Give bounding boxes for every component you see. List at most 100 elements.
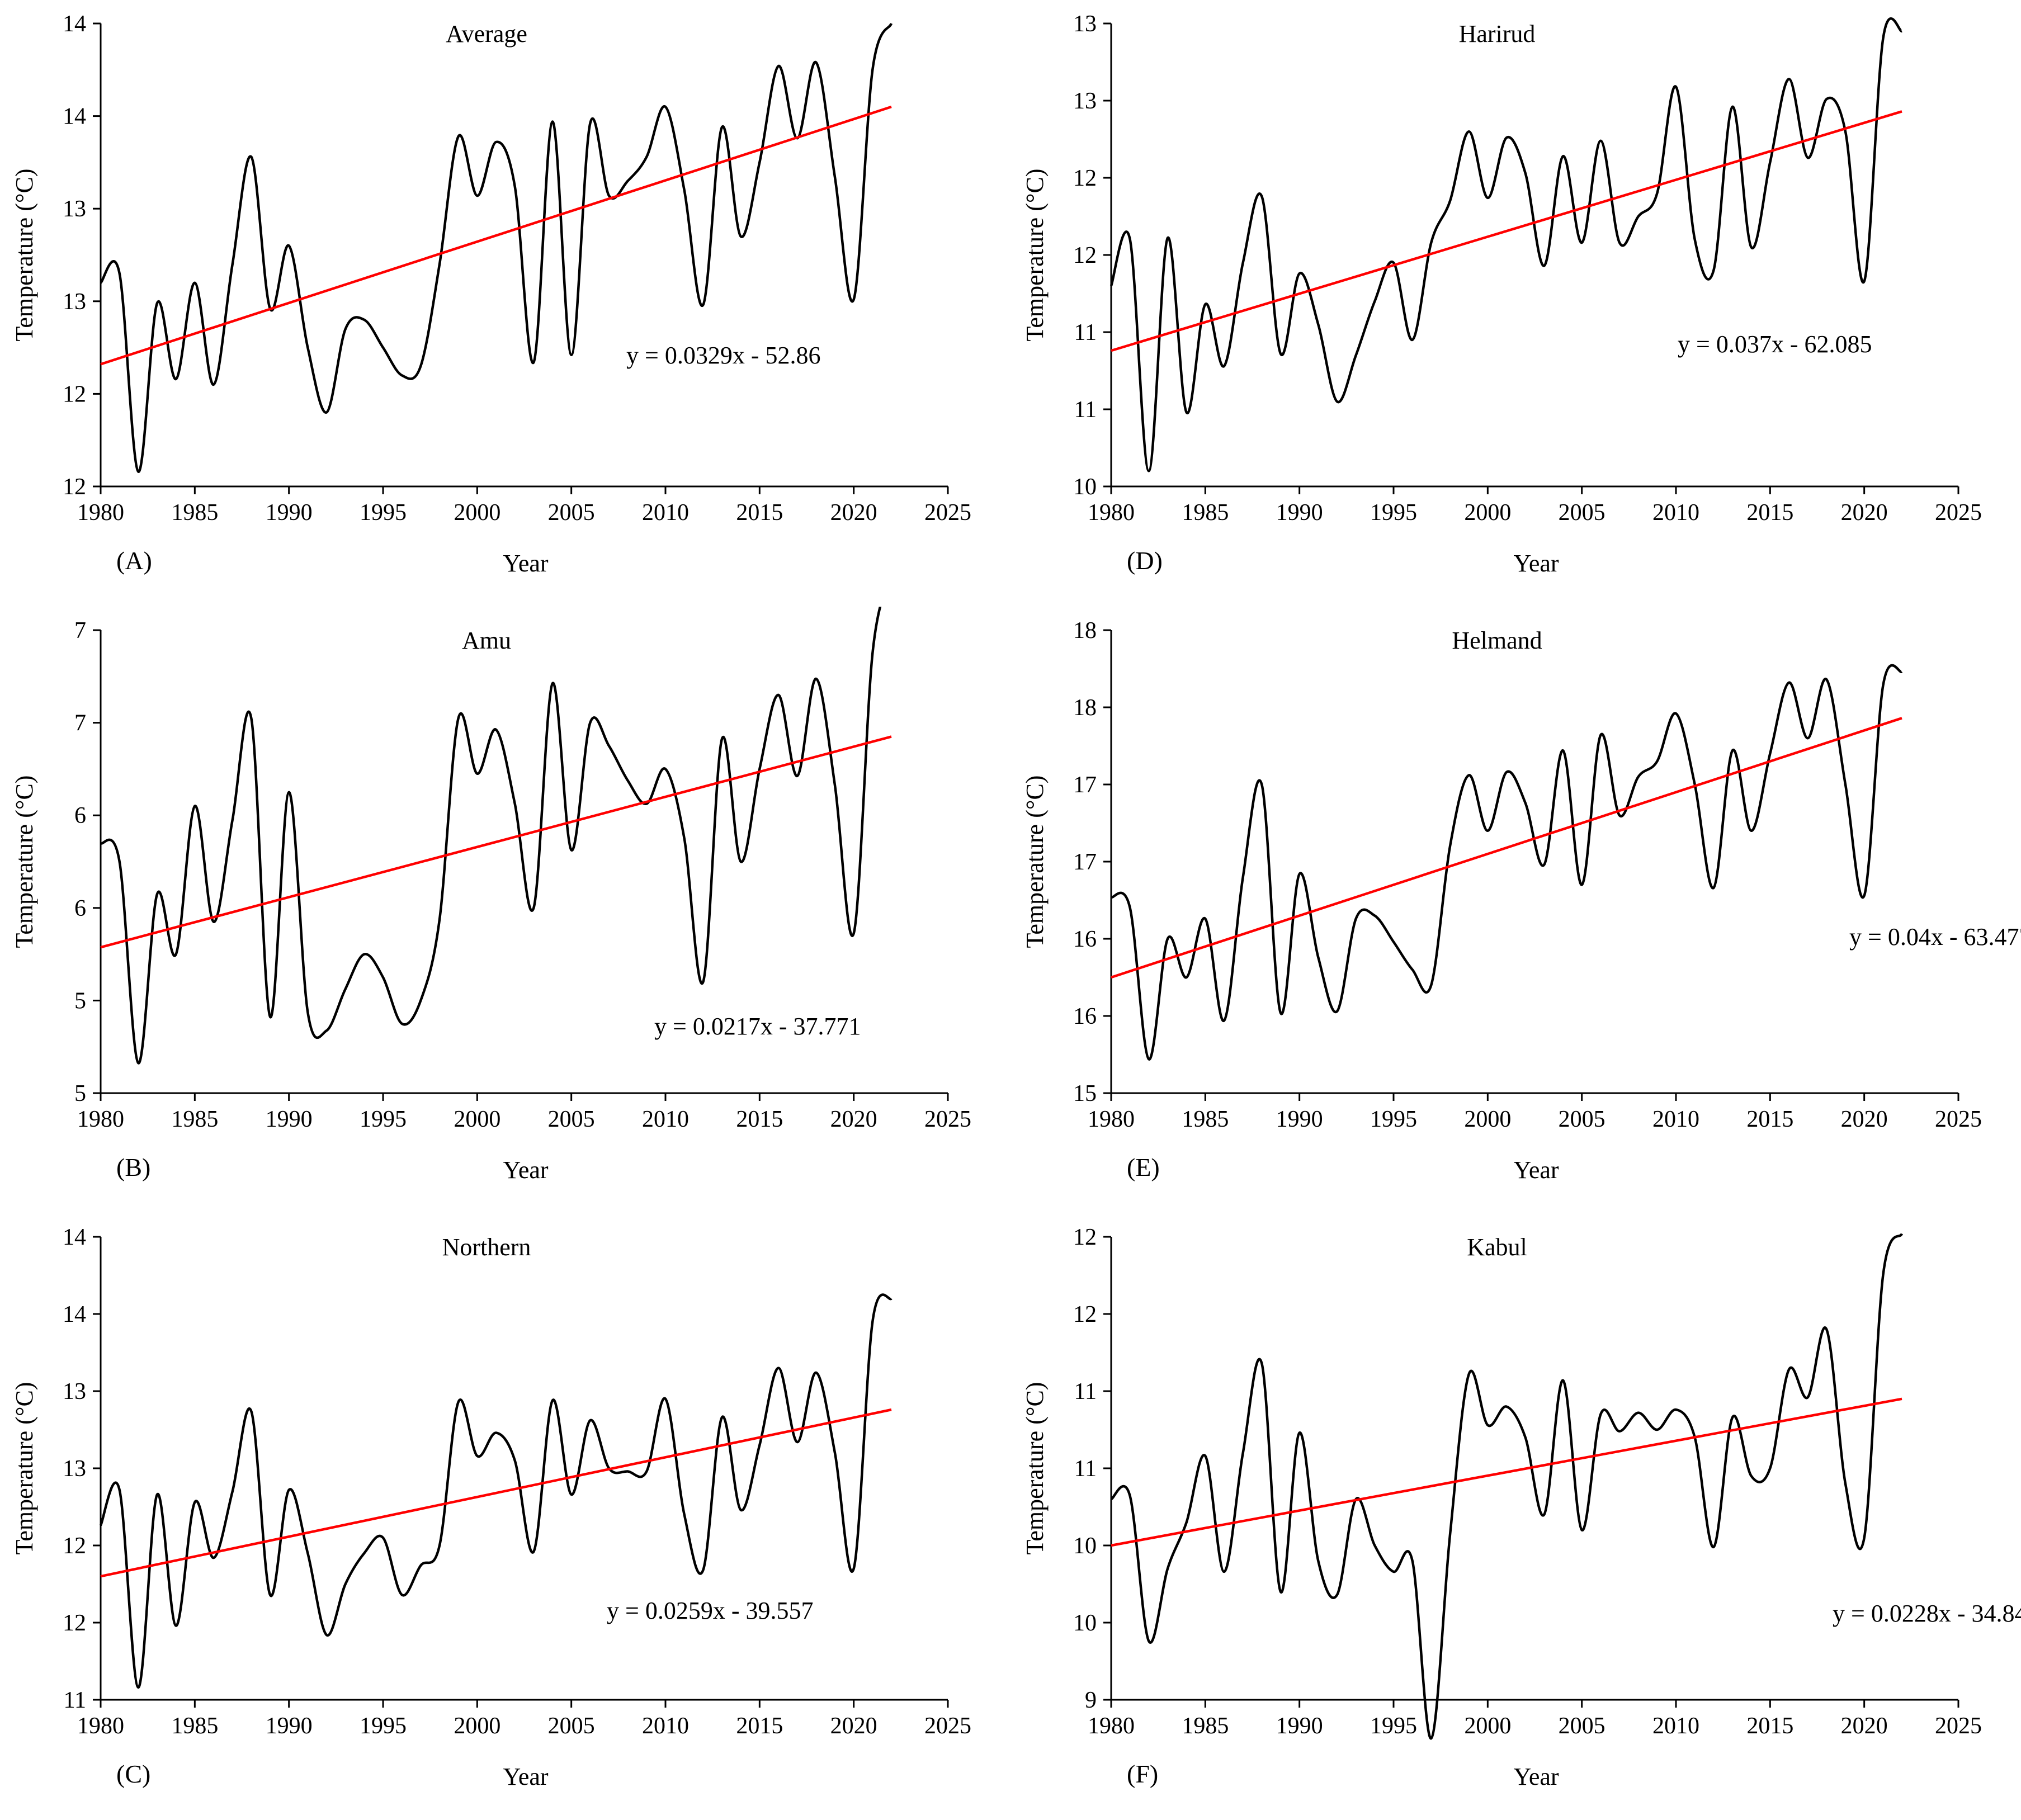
x-tick-label: 1985 [1182, 500, 1229, 526]
x-axis-label: Year [1513, 1763, 1559, 1790]
x-tick-label: 2005 [548, 1713, 595, 1739]
panel-label: (A) [116, 546, 152, 575]
y-tick-label: 12 [1073, 1225, 1097, 1250]
x-tick-label: 1990 [266, 500, 313, 526]
x-tick-label: 1995 [360, 500, 407, 526]
panel-northern: 11 12 12 13 13 14 14 1980 1985 1990 1995 2000 2005 20… [0, 1213, 1011, 1820]
y-axis-label: Temperature (°C) [1021, 1382, 1049, 1555]
x-tick-label: 2000 [454, 500, 500, 526]
y-tick-label: 13 [63, 289, 86, 315]
trend-equation: y = 0.04x - 63.477 [1849, 923, 2021, 951]
chart-svg: 5 5 6 6 7 7 1980 1985 1990 1995 2000 2005 2010 2015 20… [11, 607, 971, 1184]
x-tick-label: 2020 [830, 500, 877, 526]
series-line [1109, 17, 1904, 472]
series-line [100, 22, 893, 473]
x-tick-label: 2020 [1841, 1713, 1888, 1739]
x-tick-label: 2000 [454, 1713, 500, 1739]
panel-kabul: 9 10 10 11 11 12 12 1980 1985 1990 1995 2000 2005 201… [1011, 1213, 2021, 1820]
x-tick-label: 2015 [736, 1107, 783, 1132]
x-tick-label: 2005 [1559, 1713, 1606, 1739]
x-tick-label: 2005 [548, 1107, 595, 1132]
x-tick-label: 1985 [171, 500, 218, 526]
x-tick-label: 2025 [1935, 1107, 1982, 1132]
y-tick-label: 7 [74, 711, 86, 736]
x-tick-label: 2000 [1464, 1107, 1511, 1132]
y-tick-label: 12 [63, 381, 86, 407]
panel-label: (E) [1127, 1153, 1160, 1181]
x-tick-label: 2025 [1935, 1713, 1982, 1739]
x-tick-label: 1990 [1276, 1713, 1323, 1739]
x-tick-label: 2010 [1652, 1713, 1699, 1739]
x-axis-label: Year [1513, 1156, 1559, 1184]
x-tick-label: 2015 [1746, 1713, 1793, 1739]
y-tick-label: 13 [63, 1379, 86, 1405]
panel-average: 12 12 13 13 14 14 1980 1985 1990 1995 2000 2005 2010… [0, 0, 1011, 607]
x-tick-label: 2000 [1464, 1713, 1511, 1739]
y-tick-label: 18 [1073, 618, 1097, 644]
x-tick-label: 1980 [1088, 1107, 1135, 1132]
x-tick-label: 2010 [1652, 1107, 1699, 1132]
y-tick-label: 6 [74, 896, 86, 921]
x-tick-label: 2025 [1935, 500, 1982, 526]
y-tick-label: 18 [1073, 695, 1097, 721]
x-tick-label: 1985 [171, 1713, 218, 1739]
y-axis-label: Temperature (°C) [11, 169, 38, 342]
x-tick-label: 1980 [77, 1713, 124, 1739]
trend-equation: y = 0.037x - 62.085 [1678, 330, 1872, 358]
x-axis-label: Year [503, 550, 548, 577]
x-axis-label: Year [503, 1156, 548, 1184]
x-tick-label: 1995 [360, 1107, 407, 1132]
y-tick-label: 13 [63, 196, 86, 222]
x-tick-label: 2010 [1652, 500, 1699, 526]
y-tick-label: 7 [74, 618, 86, 644]
trend-line [100, 735, 892, 949]
x-tick-label: 1980 [77, 500, 124, 526]
x-tick-label: 1985 [1182, 1107, 1229, 1132]
x-tick-label: 2010 [642, 1107, 689, 1132]
y-tick-label: 14 [63, 1302, 86, 1327]
x-tick-label: 2005 [1559, 1107, 1606, 1132]
x-tick-label: 2000 [454, 1107, 500, 1132]
x-tick-label: 2000 [1464, 500, 1511, 526]
chart-svg: 12 12 13 13 14 14 1980 1985 1990 1995 2000 2005 2010… [11, 11, 971, 577]
y-tick-label: 13 [63, 1456, 86, 1482]
x-tick-label: 1980 [1088, 500, 1135, 526]
y-tick-label: 11 [64, 1687, 86, 1713]
y-axis-label: Temperature (°C) [11, 776, 38, 948]
x-tick-label: 1995 [1370, 1107, 1417, 1132]
panel-helmand: 15 16 16 17 17 18 18 1980 1985 1990 1995 2000 2005 20… [1011, 607, 2021, 1213]
series-line [99, 1293, 893, 1689]
x-tick-label: 2005 [548, 500, 595, 526]
y-tick-label: 11 [1074, 1379, 1097, 1405]
trend-equation: y = 0.0228x - 34.848 [1833, 1600, 2021, 1627]
chart-title: Kabul [1467, 1233, 1527, 1261]
y-tick-label: 17 [1073, 849, 1097, 875]
chart-svg: 9 10 10 11 11 12 12 1980 1985 1990 1995 2000 2005 201… [1021, 1225, 2021, 1790]
trend-equation: y = 0.0259x - 39.557 [607, 1597, 813, 1624]
x-tick-label: 1990 [266, 1107, 313, 1132]
x-axis-label: Year [503, 1763, 548, 1790]
panel-label: (C) [116, 1760, 150, 1788]
panel-harirud: 10 11 11 12 12 13 13 1980 1985 1990 1995 2000 2005 20… [1011, 0, 2021, 607]
panel-label: (B) [116, 1153, 150, 1181]
x-tick-label: 2010 [642, 1713, 689, 1739]
y-tick-label: 12 [1073, 166, 1097, 191]
trend-line [1111, 110, 1902, 352]
series-line [1110, 1233, 1904, 1740]
y-tick-label: 6 [74, 803, 86, 829]
x-tick-label: 1980 [77, 1107, 124, 1132]
y-tick-label: 16 [1073, 926, 1097, 952]
x-tick-label: 1995 [1370, 1713, 1417, 1739]
x-tick-label: 2025 [924, 1713, 971, 1739]
chart-title: Harirud [1459, 20, 1536, 48]
x-tick-label: 2015 [736, 500, 783, 526]
chart-title: Average [446, 20, 527, 48]
y-tick-label: 17 [1073, 772, 1097, 798]
y-axis-label: Temperature (°C) [1021, 169, 1049, 342]
y-tick-label: 12 [63, 474, 86, 500]
x-tick-label: 1985 [171, 1107, 218, 1132]
y-tick-label: 5 [74, 988, 86, 1014]
y-tick-label: 15 [1073, 1081, 1097, 1107]
y-axis-label: Temperature (°C) [11, 1382, 38, 1555]
y-tick-label: 16 [1073, 1004, 1097, 1029]
